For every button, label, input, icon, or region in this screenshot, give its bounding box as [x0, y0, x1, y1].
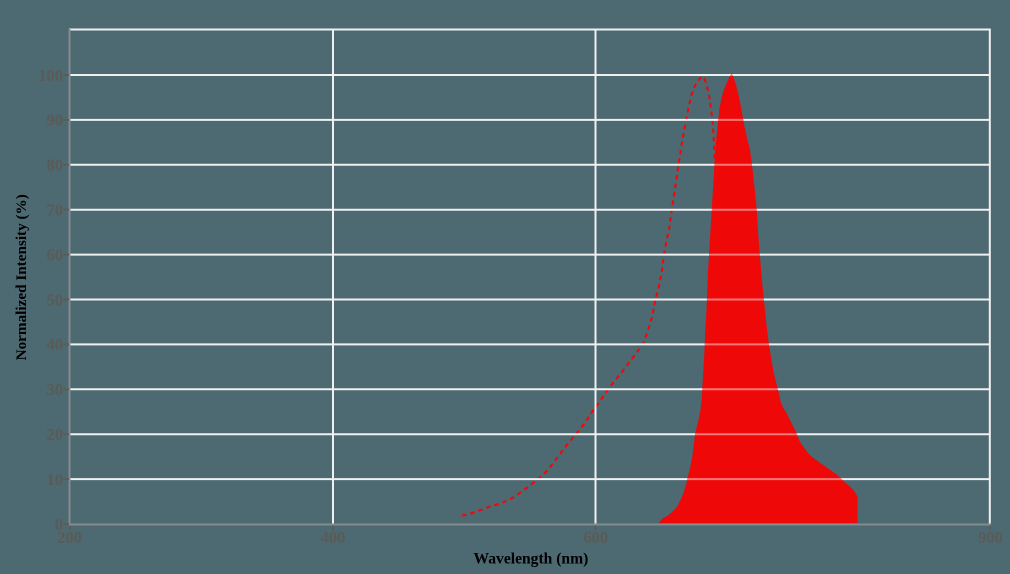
svg-text:100: 100 [38, 66, 63, 85]
svg-text:Normalized Intensity (%): Normalized Intensity (%) [13, 194, 30, 360]
svg-text:80: 80 [47, 156, 64, 175]
svg-text:30: 30 [47, 380, 64, 399]
svg-text:0: 0 [55, 515, 63, 534]
svg-text:40: 40 [47, 335, 64, 354]
svg-text:10: 10 [47, 470, 64, 489]
svg-text:400: 400 [321, 528, 346, 547]
svg-text:70: 70 [47, 201, 64, 220]
svg-text:Wavelength (nm): Wavelength (nm) [474, 551, 589, 568]
svg-text:200: 200 [57, 528, 82, 547]
svg-text:50: 50 [47, 290, 64, 309]
svg-text:900: 900 [978, 528, 1003, 547]
svg-text:20: 20 [47, 425, 64, 444]
svg-text:600: 600 [583, 528, 608, 547]
svg-text:60: 60 [47, 245, 64, 264]
svg-text:90: 90 [47, 111, 64, 130]
